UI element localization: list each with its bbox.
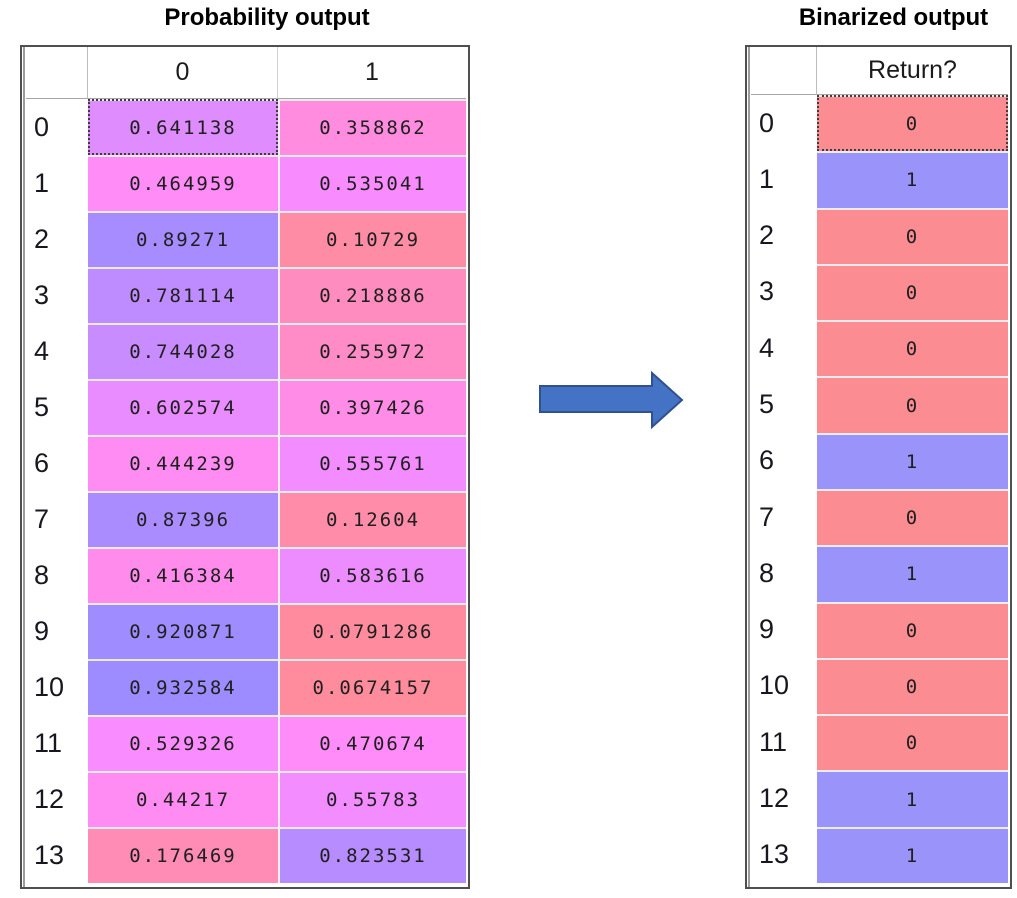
row-index-3: 3 xyxy=(26,267,88,323)
binarized-table-grid: Return? 0 0 1 1 2 0 3 0 4 0 5 0 6 1 7 0 8 1 9 0 10 0 11 0 12 1 13 1 xyxy=(751,47,1008,883)
row-index-6: 6 xyxy=(751,432,817,489)
row-index-9: 9 xyxy=(751,601,817,658)
row-index-8: 8 xyxy=(751,545,817,602)
probability-cell-r12c0[interactable]: 0.44217 xyxy=(88,771,278,827)
binary-cell-r13c0[interactable]: 1 xyxy=(817,826,1008,883)
probability-cell-r11c1[interactable]: 0.470674 xyxy=(278,715,466,771)
binary-cell-r0c0[interactable]: 0 xyxy=(817,95,1008,152)
binary-cell-r10c0[interactable]: 0 xyxy=(817,657,1008,715)
probability-cell-r3c0[interactable]: 0.781114 xyxy=(88,267,278,323)
probability-cell-r12c1[interactable]: 0.55783 xyxy=(278,771,466,827)
row-index-5: 5 xyxy=(751,376,817,433)
probability-cell-r8c1[interactable]: 0.583616 xyxy=(278,547,466,603)
column-header-0: 0 xyxy=(88,47,278,99)
binary-cell-r3c0[interactable]: 0 xyxy=(817,263,1008,321)
probability-cell-r11c0[interactable]: 0.529326 xyxy=(88,715,278,771)
row-index-13: 13 xyxy=(751,826,817,883)
row-index-2: 2 xyxy=(26,211,88,267)
row-index-1: 1 xyxy=(751,151,817,208)
row-index-5: 5 xyxy=(26,379,88,435)
probability-cell-r7c0[interactable]: 0.87396 xyxy=(88,491,278,547)
probability-cell-r4c0[interactable]: 0.744028 xyxy=(88,323,278,379)
column-header-1: 1 xyxy=(278,47,466,99)
row-index-0: 0 xyxy=(751,95,817,152)
binary-cell-r7c0[interactable]: 0 xyxy=(817,488,1008,546)
corner-cell xyxy=(751,47,817,95)
binary-cell-r9c0[interactable]: 0 xyxy=(817,601,1008,658)
binary-cell-r4c0[interactable]: 0 xyxy=(817,320,1008,377)
row-index-10: 10 xyxy=(751,657,817,715)
row-index-11: 11 xyxy=(751,714,817,771)
binary-cell-r2c0[interactable]: 0 xyxy=(817,207,1008,264)
probability-cell-r13c1[interactable]: 0.823531 xyxy=(278,827,466,883)
binary-cell-r1c0[interactable]: 1 xyxy=(817,151,1008,208)
row-index-11: 11 xyxy=(26,715,88,771)
row-index-7: 7 xyxy=(26,491,88,547)
probability-cell-r1c0[interactable]: 0.464959 xyxy=(88,155,278,211)
probability-cell-r9c1[interactable]: 0.0791286 xyxy=(278,603,466,659)
probability-cell-r1c1[interactable]: 0.535041 xyxy=(278,155,466,211)
row-index-4: 4 xyxy=(751,320,817,377)
row-index-13: 13 xyxy=(26,827,88,883)
binary-cell-r5c0[interactable]: 0 xyxy=(817,376,1008,433)
left-table-title: Probability output xyxy=(164,4,370,31)
row-index-3: 3 xyxy=(751,263,817,321)
column-header-return: Return? xyxy=(817,47,1008,95)
probability-cell-r13c0[interactable]: 0.176469 xyxy=(88,827,278,883)
binarized-table: Return? 0 0 1 1 2 0 3 0 4 0 5 0 6 1 7 0 8 1 9 0 10 0 11 0 12 1 13 1 xyxy=(745,45,1012,889)
probability-cell-r9c0[interactable]: 0.920871 xyxy=(88,603,278,659)
binary-cell-r11c0[interactable]: 0 xyxy=(817,714,1008,771)
probability-cell-r5c0[interactable]: 0.602574 xyxy=(88,379,278,435)
row-index-8: 8 xyxy=(26,547,88,603)
probability-cell-r8c0[interactable]: 0.416384 xyxy=(88,547,278,603)
binary-cell-r12c0[interactable]: 1 xyxy=(817,770,1008,827)
row-index-6: 6 xyxy=(26,435,88,491)
row-index-9: 9 xyxy=(26,603,88,659)
binary-cell-r8c0[interactable]: 1 xyxy=(817,545,1008,602)
probability-cell-r0c1[interactable]: 0.358862 xyxy=(278,99,466,155)
probability-cell-r7c1[interactable]: 0.12604 xyxy=(278,491,466,547)
binary-cell-r6c0[interactable]: 1 xyxy=(817,432,1008,489)
row-index-10: 10 xyxy=(26,659,88,715)
probability-cell-r2c0[interactable]: 0.89271 xyxy=(88,211,278,267)
arrow-right-icon xyxy=(539,370,684,430)
probability-cell-r6c1[interactable]: 0.555761 xyxy=(278,435,466,491)
probability-cell-r2c1[interactable]: 0.10729 xyxy=(278,211,466,267)
probability-table-grid: 0 1 0 0.641138 0.358862 1 0.464959 0.535041 2 0… xyxy=(26,47,466,883)
row-index-0: 0 xyxy=(26,99,88,155)
row-index-7: 7 xyxy=(751,488,817,546)
probability-cell-r0c0[interactable]: 0.641138 xyxy=(88,99,278,155)
probability-cell-r4c1[interactable]: 0.255972 xyxy=(278,323,466,379)
row-index-12: 12 xyxy=(26,771,88,827)
probability-cell-r3c1[interactable]: 0.218886 xyxy=(278,267,466,323)
row-index-4: 4 xyxy=(26,323,88,379)
row-index-12: 12 xyxy=(751,770,817,827)
right-table-title: Binarized output xyxy=(798,4,989,31)
probability-cell-r10c0[interactable]: 0.932584 xyxy=(88,659,278,715)
probability-cell-r5c1[interactable]: 0.397426 xyxy=(278,379,466,435)
probability-table: 0 1 0 0.641138 0.358862 1 0.464959 0.535041 2 0… xyxy=(20,45,470,889)
row-index-2: 2 xyxy=(751,207,817,264)
probability-cell-r6c0[interactable]: 0.444239 xyxy=(88,435,278,491)
probability-cell-r10c1[interactable]: 0.0674157 xyxy=(278,659,466,715)
row-index-1: 1 xyxy=(26,155,88,211)
corner-cell xyxy=(26,47,88,99)
